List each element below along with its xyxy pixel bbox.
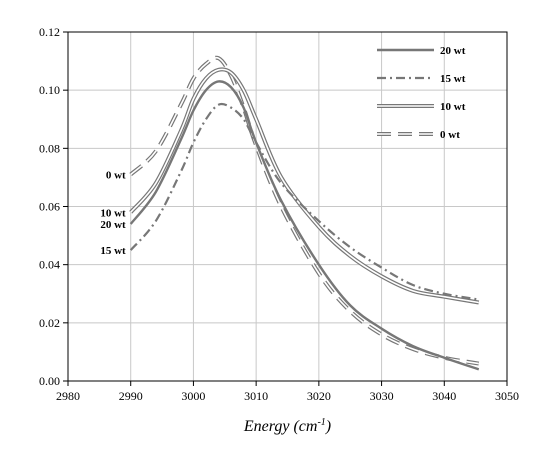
series-line-0-wt-inner — [130, 56, 479, 365]
x-tick-label: 2980 — [56, 389, 80, 403]
x-tick-label: 3000 — [181, 389, 205, 403]
x-axis-title: Energy (cm-1) — [243, 417, 331, 435]
legend-label: 10 wt — [440, 101, 466, 113]
grid-layer — [68, 32, 507, 381]
label-layer: 20 wt 15 wt 10 wt 0 wt — [100, 170, 126, 258]
curve-label-15-wt: 15 wt — [100, 245, 126, 257]
x-tick-label: 3050 — [495, 389, 519, 403]
curve-layer — [129, 55, 480, 371]
x-axis-title-main: Energy (cm — [243, 418, 318, 435]
series-10-wt — [129, 67, 480, 305]
series-15-wt — [129, 102, 479, 301]
legend-label: 0 wt — [440, 129, 460, 141]
curve-label-0-wt: 0 wt — [106, 170, 126, 182]
curve-label-10-wt: 10 wt — [100, 207, 126, 219]
legend-item: 20 wt — [377, 45, 466, 57]
y-tick-label: 0.06 — [39, 200, 60, 214]
x-tick-label: 3030 — [370, 389, 394, 403]
y-tick-label: 0.04 — [39, 258, 60, 272]
tick-layer: 2980 2990 3000 3010 3020 3030 3040 3050 0.00 0.02… — [39, 25, 519, 403]
legend-label: 20 wt — [440, 45, 466, 57]
x-tick-label: 3040 — [432, 389, 456, 403]
y-tick-label: 0.02 — [39, 316, 60, 330]
y-tick-label: 0.08 — [39, 141, 60, 155]
legend-label: 15 wt — [440, 73, 466, 85]
x-tick-label: 3010 — [244, 389, 268, 403]
series-line-15-wt — [129, 102, 479, 301]
legend-item: 0 wt — [377, 129, 460, 141]
y-tick-label: 0.10 — [39, 83, 60, 97]
legend-item: 10 wt — [377, 101, 466, 113]
series-20-wt — [129, 80, 480, 371]
legend: 20 wt 15 wt 10 wt 0 wt — [377, 45, 466, 141]
y-tick-label: 0.12 — [39, 25, 60, 39]
x-axis-title-close: ) — [325, 418, 331, 435]
y-tick-label: 0.00 — [39, 374, 60, 388]
x-tick-label: 2990 — [119, 389, 143, 403]
series-0-wt — [129, 55, 480, 366]
legend-item: 15 wt — [377, 73, 466, 85]
curve-label-20-wt: 20 wt — [100, 219, 126, 231]
series-line-20-wt — [129, 80, 480, 371]
series-line-10-wt-inner — [130, 68, 479, 304]
x-tick-label: 3020 — [307, 389, 331, 403]
x-axis-title-superscript: -1 — [317, 417, 325, 428]
